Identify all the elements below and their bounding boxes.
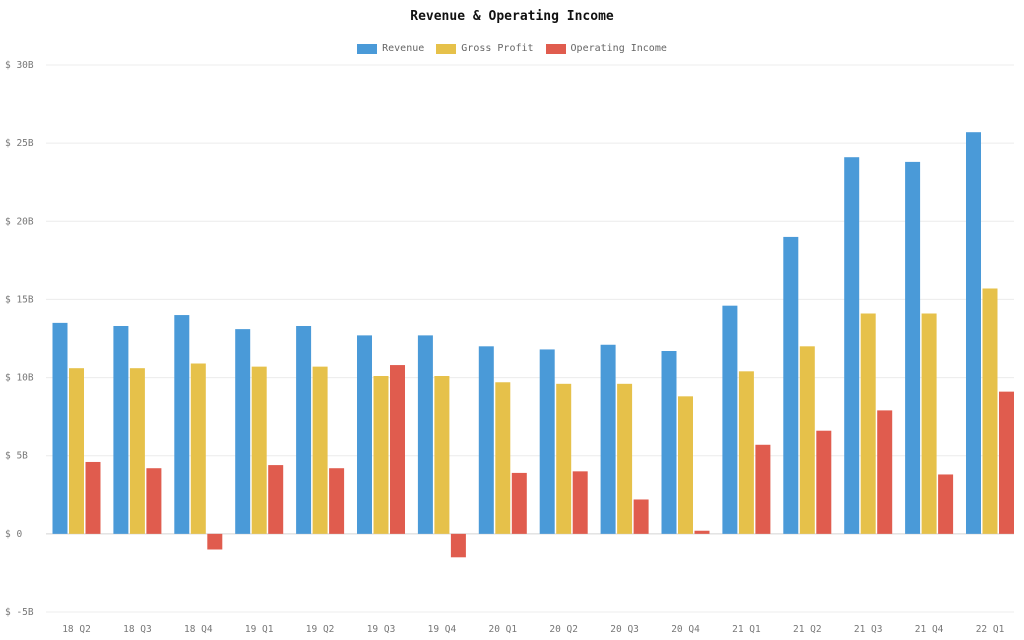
- bar-revenue[interactable]: [661, 351, 677, 534]
- x-tick-label: 19 Q3: [367, 624, 396, 635]
- bar-revenue[interactable]: [296, 325, 312, 534]
- bar-operating-income[interactable]: [268, 465, 284, 534]
- legend-label: Gross Profit: [461, 43, 534, 54]
- y-tick-label: $ 10B: [5, 373, 34, 384]
- bar-operating-income[interactable]: [999, 391, 1014, 534]
- bar-revenue[interactable]: [783, 236, 799, 534]
- x-tick-label: 19 Q2: [306, 624, 335, 635]
- legend-label: Revenue: [382, 43, 425, 54]
- x-tick-label: 19 Q4: [428, 624, 457, 635]
- bar-revenue[interactable]: [478, 346, 494, 534]
- bar-operating-income[interactable]: [146, 468, 162, 534]
- bar-gross-profit[interactable]: [190, 363, 206, 534]
- y-tick-label: $ 15B: [5, 294, 34, 305]
- bar-operating-income[interactable]: [694, 530, 710, 534]
- y-tick-label: $ 30B: [5, 60, 34, 71]
- x-tick-label: 20 Q4: [671, 624, 700, 635]
- legend-item[interactable]: Gross Profit: [436, 43, 534, 54]
- bar-operating-income[interactable]: [633, 499, 649, 534]
- x-tick-label: 19 Q1: [245, 624, 274, 635]
- bar-operating-income[interactable]: [511, 472, 527, 534]
- bar-operating-income[interactable]: [390, 365, 405, 534]
- x-tick-label: 18 Q4: [184, 624, 213, 635]
- bar-gross-profit[interactable]: [434, 376, 450, 534]
- bar-gross-profit[interactable]: [921, 313, 937, 534]
- bar-operating-income[interactable]: [755, 444, 771, 534]
- legend-label: Operating Income: [570, 43, 667, 54]
- y-tick-label: $ 5B: [5, 451, 28, 462]
- x-tick-label: 21 Q2: [793, 624, 822, 635]
- bar-gross-profit[interactable]: [678, 396, 693, 534]
- x-tick-label: 22 Q1: [976, 624, 1005, 635]
- bar-operating-income[interactable]: [816, 430, 832, 534]
- bar-operating-income[interactable]: [572, 471, 588, 534]
- x-tick-label: 20 Q1: [488, 624, 517, 635]
- bar-gross-profit[interactable]: [69, 368, 84, 534]
- y-tick-label: $ 0: [5, 529, 22, 540]
- bar-gross-profit[interactable]: [860, 313, 876, 534]
- bar-gross-profit[interactable]: [251, 366, 267, 534]
- legend-swatch: [545, 43, 566, 54]
- bar-revenue[interactable]: [539, 349, 555, 534]
- bar-gross-profit[interactable]: [129, 368, 145, 534]
- bar-operating-income[interactable]: [329, 468, 345, 534]
- bar-gross-profit[interactable]: [799, 346, 815, 534]
- legend-item[interactable]: Operating Income: [545, 43, 667, 54]
- bar-operating-income[interactable]: [85, 461, 101, 534]
- legend-swatch: [357, 43, 378, 54]
- bar-gross-profit[interactable]: [617, 383, 633, 534]
- bar-operating-income[interactable]: [877, 410, 893, 534]
- bar-gross-profit[interactable]: [738, 371, 754, 534]
- bar-revenue[interactable]: [52, 322, 68, 534]
- legend-item[interactable]: Revenue: [357, 43, 424, 54]
- bar-revenue[interactable]: [235, 329, 251, 534]
- y-tick-label: $ 20B: [5, 216, 34, 227]
- bar-revenue[interactable]: [844, 157, 860, 534]
- y-tick-label: $ 25B: [5, 138, 34, 149]
- x-tick-label: 18 Q2: [62, 624, 91, 635]
- bar-revenue[interactable]: [966, 132, 981, 534]
- bar-gross-profit[interactable]: [495, 382, 511, 534]
- bar-operating-income[interactable]: [938, 474, 954, 534]
- x-tick-label: 20 Q2: [549, 624, 578, 635]
- legend-swatch: [436, 43, 457, 54]
- bar-revenue[interactable]: [905, 161, 921, 534]
- bar-revenue[interactable]: [600, 344, 616, 534]
- bar-operating-income[interactable]: [207, 533, 223, 550]
- x-tick-label: 18 Q3: [123, 624, 152, 635]
- bar-operating-income[interactable]: [450, 533, 466, 558]
- x-tick-label: 21 Q1: [732, 624, 761, 635]
- x-tick-label: 20 Q3: [610, 624, 639, 635]
- x-tick-label: 21 Q3: [854, 624, 883, 635]
- bar-revenue[interactable]: [174, 315, 190, 534]
- bar-revenue[interactable]: [417, 335, 433, 534]
- bar-revenue[interactable]: [357, 335, 372, 534]
- bar-gross-profit[interactable]: [556, 383, 572, 534]
- bar-gross-profit[interactable]: [312, 366, 328, 534]
- chart-title: Revenue & Operating Income: [410, 9, 614, 24]
- bar-revenue[interactable]: [722, 305, 738, 534]
- y-tick-label: $ -5B: [5, 607, 34, 618]
- bar-revenue[interactable]: [113, 325, 129, 534]
- legend: Revenue Gross Profit Operating Income: [0, 43, 1024, 54]
- bar-gross-profit[interactable]: [982, 288, 998, 534]
- bar-gross-profit[interactable]: [373, 376, 389, 534]
- x-tick-label: 21 Q4: [915, 624, 944, 635]
